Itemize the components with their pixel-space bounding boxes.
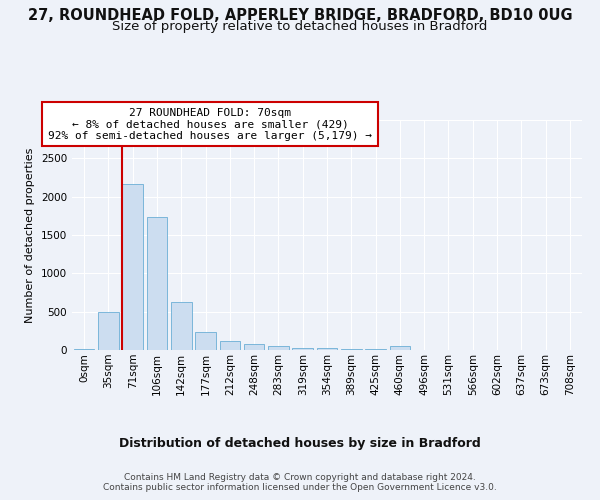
Text: 27 ROUNDHEAD FOLD: 70sqm
← 8% of detached houses are smaller (429)
92% of semi-d: 27 ROUNDHEAD FOLD: 70sqm ← 8% of detache… [48, 108, 372, 140]
Bar [220, 341, 240, 350]
Text: 27, ROUNDHEAD FOLD, APPERLEY BRIDGE, BRADFORD, BD10 0UG: 27, ROUNDHEAD FOLD, APPERLEY BRIDGE, BRA… [28, 8, 572, 22]
Text: Size of property relative to detached houses in Bradford: Size of property relative to detached ho… [112, 20, 488, 33]
Bar [389, 346, 410, 350]
Bar [146, 218, 167, 350]
Bar [98, 312, 119, 350]
Y-axis label: Number of detached properties: Number of detached properties [25, 148, 35, 322]
Text: Distribution of detached houses by size in Bradford: Distribution of detached houses by size … [119, 438, 481, 450]
Bar [122, 184, 143, 350]
Bar [292, 348, 313, 350]
Bar [74, 349, 94, 350]
Bar [268, 346, 289, 350]
Bar [171, 302, 191, 350]
Bar [195, 332, 216, 350]
Bar [341, 349, 362, 350]
Bar [244, 344, 265, 350]
Text: Contains HM Land Registry data © Crown copyright and database right 2024.
Contai: Contains HM Land Registry data © Crown c… [103, 472, 497, 492]
Bar [365, 349, 386, 350]
Bar [317, 348, 337, 350]
